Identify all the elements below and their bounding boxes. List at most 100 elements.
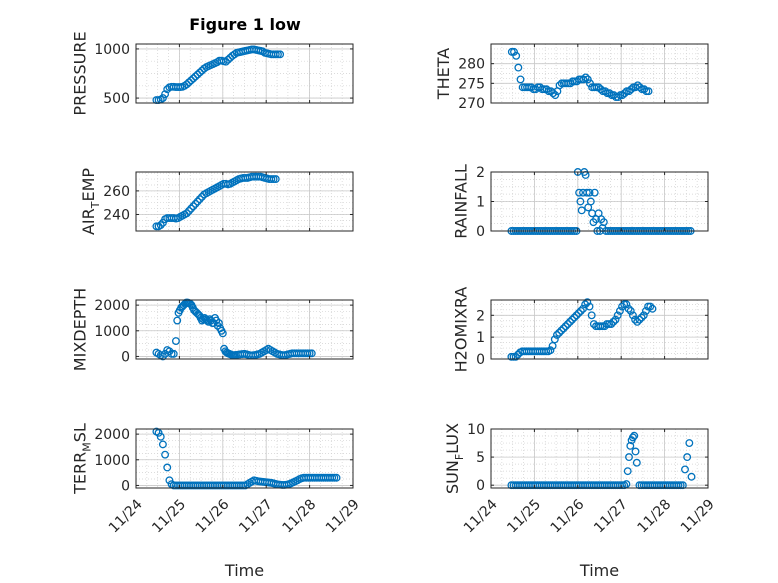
data-point	[585, 188, 594, 197]
data-point	[627, 85, 636, 94]
y-tick-label: 1000	[94, 42, 130, 58]
data-point	[161, 90, 170, 99]
data-point	[191, 72, 200, 81]
data-point	[307, 349, 316, 358]
data-point	[512, 51, 521, 60]
data-point	[163, 463, 172, 472]
data-point	[587, 311, 596, 320]
data-point	[576, 306, 585, 315]
data-point	[581, 73, 590, 82]
x-tick-label: 11/24	[461, 496, 501, 536]
data-point	[171, 337, 180, 345]
data-point	[637, 313, 646, 322]
y-tick-label: 240	[103, 207, 130, 223]
data-point	[577, 206, 586, 215]
data-point	[570, 313, 579, 322]
data-point	[626, 441, 635, 450]
data-point	[599, 218, 608, 227]
data-point	[182, 80, 191, 89]
x-tick-label: 11/25	[504, 496, 544, 536]
figure-title: Figure 1 low	[189, 15, 301, 34]
y-tick-label: 1000	[94, 453, 130, 469]
data-point	[625, 87, 633, 96]
data-point	[546, 346, 555, 355]
y-tick-label: 0	[121, 349, 130, 365]
y-axis-label: RAINFALL	[451, 164, 470, 239]
y-tick-label: 0	[476, 478, 485, 494]
data-point	[173, 316, 182, 325]
y-tick-label: 2	[476, 165, 485, 181]
data-point	[607, 320, 616, 328]
data-point	[511, 352, 520, 361]
data-point	[568, 315, 577, 324]
data-point	[618, 91, 627, 100]
data-point	[550, 335, 559, 344]
data-point	[582, 188, 591, 197]
data-point	[605, 89, 614, 98]
x-tick-label: 11/27	[591, 496, 631, 536]
data-point	[189, 202, 198, 211]
data-point	[625, 453, 633, 462]
y-axis-label: SUNFLUX	[443, 423, 466, 494]
data-point	[163, 85, 172, 94]
data-point	[276, 50, 285, 59]
axes-box	[135, 428, 354, 489]
data-point	[596, 85, 605, 94]
x-tick-label: 11/28	[280, 496, 320, 536]
data-point	[585, 302, 594, 311]
data-point	[632, 458, 641, 467]
y-axis-label: H2OMIXRA	[451, 287, 470, 373]
axes-box	[135, 299, 354, 360]
y-axis-label: THETA	[434, 48, 453, 100]
subplot-theta: 270 275 280 THETA	[434, 43, 709, 112]
x-tick-label: 11/27	[236, 496, 276, 536]
data-point	[681, 465, 689, 474]
data-point	[189, 74, 198, 83]
x-tick-label: 11/29	[678, 496, 718, 536]
data-point	[154, 428, 163, 437]
axes-box	[490, 299, 709, 360]
data-point	[182, 209, 191, 218]
data-point	[563, 320, 572, 328]
data-point	[635, 315, 644, 324]
data-point	[622, 480, 631, 489]
y-tick-label: 270	[458, 96, 485, 112]
y-tick-label: 2000	[94, 427, 130, 443]
data-point	[631, 447, 640, 456]
data-point	[195, 195, 204, 204]
data-point	[622, 300, 631, 309]
data-point	[586, 79, 594, 88]
data-point	[590, 188, 599, 197]
data-point	[583, 75, 592, 84]
x-axis-label: Time	[224, 561, 264, 580]
data-point	[646, 302, 655, 311]
data-point	[633, 317, 642, 326]
data-point	[628, 311, 637, 320]
y-tick-label: 275	[458, 76, 485, 92]
subplot-sun: 0 5 10 11/24 11/25 11/26 11/27 11/28 11/29 Time SU…	[443, 422, 718, 580]
data-point	[633, 81, 642, 90]
axes-box	[490, 428, 709, 489]
y-tick-label: 0	[121, 478, 130, 494]
data-point	[601, 87, 610, 96]
data-point	[626, 306, 635, 315]
data-point	[187, 204, 196, 213]
data-point	[514, 63, 523, 72]
data-point	[549, 89, 558, 98]
data-point	[613, 311, 622, 320]
x-tick-label: 11/26	[193, 496, 233, 536]
data-point	[156, 432, 165, 441]
data-point	[635, 83, 644, 92]
subplot-h2omixra: 0 1 2 H2OMIXRA	[451, 287, 709, 373]
data-point	[581, 300, 590, 309]
data-point	[611, 315, 620, 324]
data-point	[579, 75, 588, 84]
axes-box	[135, 171, 354, 232]
data-point	[551, 91, 560, 100]
x-tick-label: 11/26	[548, 496, 588, 536]
data-point	[685, 439, 694, 447]
data-point	[644, 87, 653, 96]
